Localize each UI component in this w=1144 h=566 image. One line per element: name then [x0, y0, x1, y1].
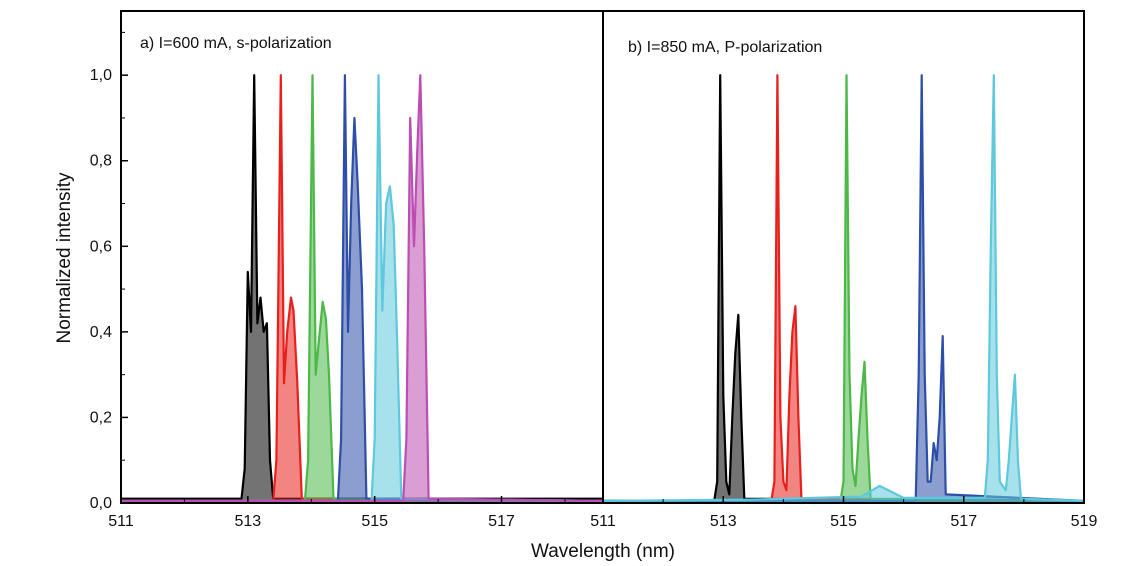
x-axis-a: 511 513 515 517: [108, 496, 566, 530]
y-tick-label: 0,6: [90, 238, 112, 255]
x-tick-label: 513: [234, 513, 261, 530]
y-tick-label: 0,8: [90, 153, 112, 170]
x-tick-label: 513: [710, 513, 737, 530]
panel-label-b: b) I=850 mA, P-polarization: [628, 39, 822, 56]
y-tick-label: 0,4: [90, 324, 112, 341]
series-fill-1: [603, 75, 1084, 503]
panel-a: [121, 74, 604, 503]
y-axis-title: Normalized intensity: [54, 172, 75, 344]
series-fill-4: [121, 75, 603, 503]
y-tick-label: 1,0: [90, 67, 112, 84]
y-axis: 0,0 0,2 0,4 0,6 0,8 1,0: [90, 31, 128, 512]
x-tick-label: 515: [830, 513, 857, 530]
y-tick-label: 0,0: [90, 495, 112, 512]
x-tick-label: 511: [590, 513, 616, 530]
panel-label-a: a) I=600 mA, s-polarization: [140, 35, 332, 52]
y-tick-label: 0,2: [90, 409, 112, 426]
x-tick-label: 519: [1071, 513, 1098, 530]
panel-b: [602, 74, 1085, 503]
x-tick-label: 517: [488, 513, 515, 530]
x-axis-title: Wavelength (nm): [531, 541, 675, 562]
x-tick-label: 517: [950, 513, 977, 530]
x-tick-label: 515: [361, 513, 388, 530]
x-tick-label: 511: [108, 513, 134, 530]
